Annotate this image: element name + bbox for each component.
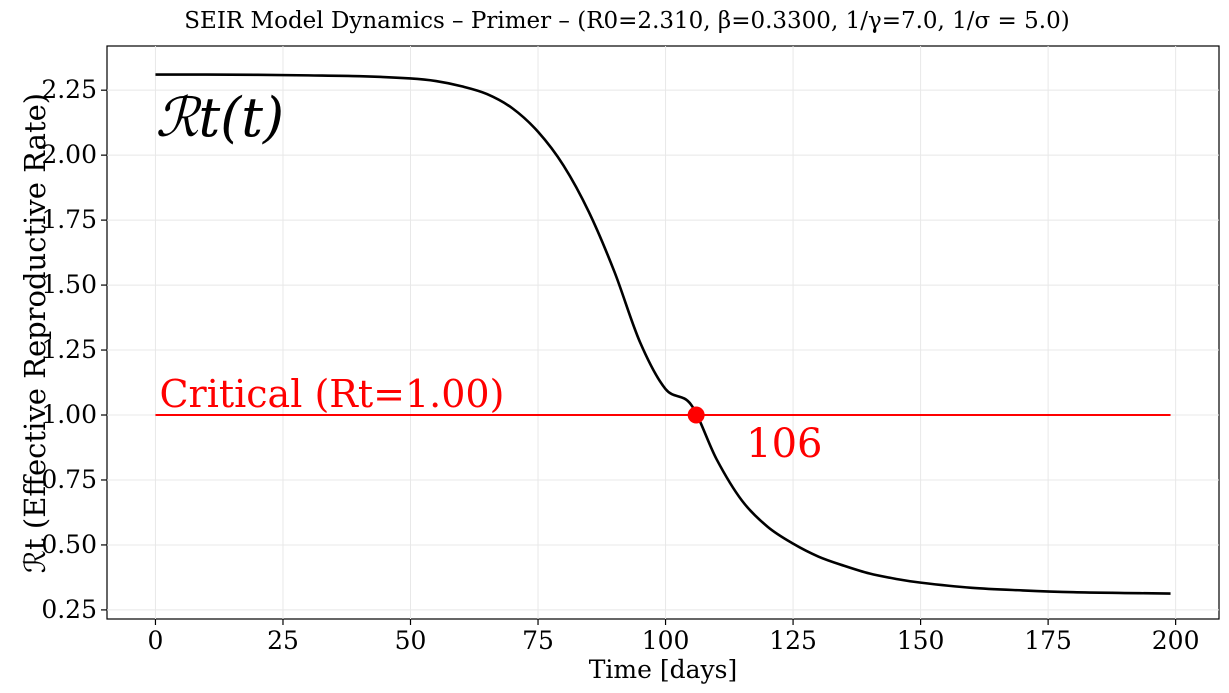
x-axis: 0 25 50 75 100 125 150 175 200	[148, 619, 1200, 655]
chart-title: SEIR Model Dynamics – Primer – (R0=2.310…	[184, 8, 1069, 34]
critical-label: Critical (Rt=1.00)	[159, 372, 504, 416]
y-tick-label: 1.25	[41, 335, 97, 364]
x-tick-label: 150	[897, 626, 945, 655]
crossing-point	[687, 406, 705, 424]
x-axis-label: Time [days]	[589, 655, 738, 684]
crossing-day-label: 106	[746, 421, 822, 467]
x-tick-label: 125	[769, 626, 817, 655]
y-tick-label: 1.00	[41, 400, 97, 429]
rt-curve-line	[155, 73, 1171, 595]
x-tick-label: 200	[1152, 626, 1200, 655]
y-tick-label: 0.50	[41, 530, 97, 559]
y-tick-label: 0.25	[41, 595, 97, 624]
y-axis: 0.25 0.50 0.75 1.00 1.25 1.50 1.75 2.00 2.25	[41, 75, 107, 624]
y-tick-label: 1.50	[41, 270, 97, 299]
x-grid	[154, 46, 1177, 619]
x-tick-label: 50	[395, 626, 427, 655]
curve-inline-label: ℛt(t)	[155, 86, 284, 149]
x-tick-label: 0	[148, 626, 164, 655]
x-tick-label: 100	[642, 626, 690, 655]
y-tick-label: 2.25	[41, 75, 97, 104]
x-tick-label: 75	[522, 626, 554, 655]
y-axis-label: ℛt (Effective Reproductive Rate)	[18, 93, 52, 573]
x-tick-label: 175	[1024, 626, 1072, 655]
y-tick-label: 1.75	[41, 205, 97, 234]
y-tick-label: 0.75	[41, 465, 97, 494]
plot-area	[106, 45, 1220, 620]
y-tick-label: 2.00	[41, 140, 97, 169]
x-tick-label: 25	[267, 626, 299, 655]
